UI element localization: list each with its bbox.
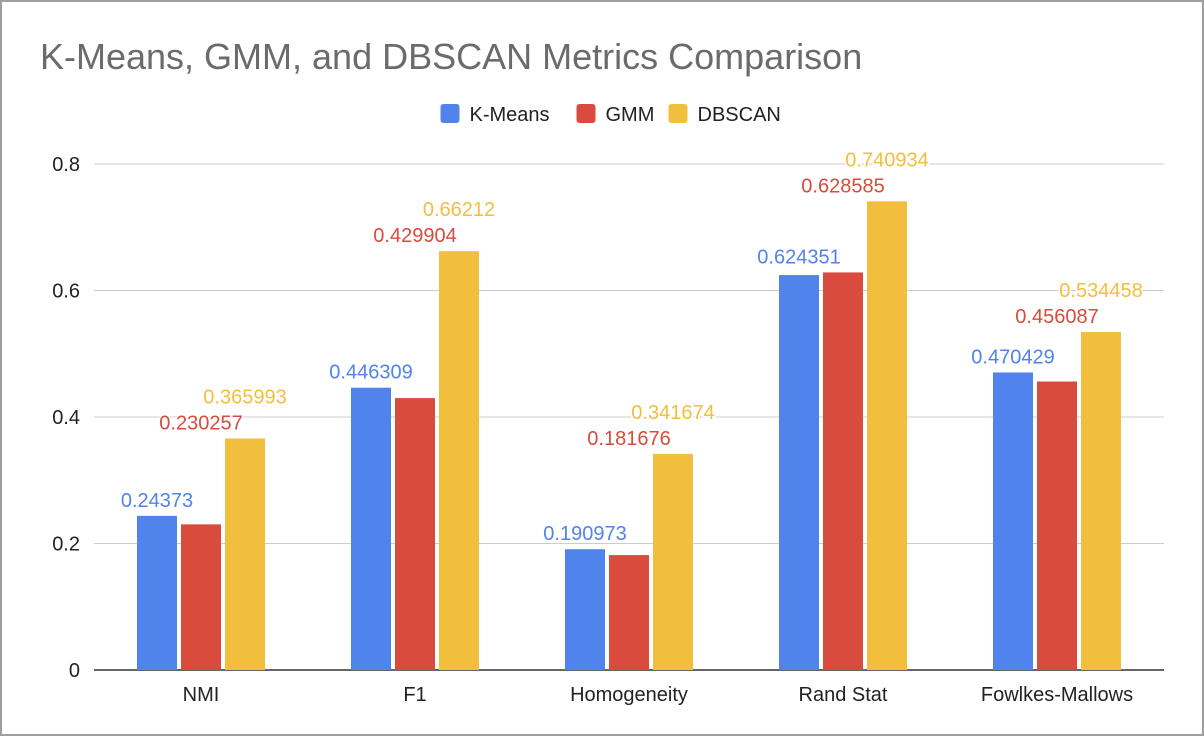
data-label-dbscan-nmi: 0.365993 bbox=[203, 387, 286, 409]
y-tick-label: 0 bbox=[69, 660, 80, 682]
bar-dbscan-f1 bbox=[439, 251, 479, 670]
data-label-k-means-f1: 0.446309 bbox=[329, 362, 412, 384]
bar-gmm-rand-stat bbox=[823, 272, 863, 670]
legend-label-gmm: GMM bbox=[606, 104, 655, 126]
bar-dbscan-fowlkes-mallows bbox=[1081, 331, 1121, 670]
bar-gmm-nmi bbox=[181, 524, 221, 670]
data-label-dbscan-rand-stat: 0.740934 bbox=[845, 149, 928, 171]
bar-k-means-fowlkes-mallows bbox=[993, 372, 1033, 670]
bar-k-means-nmi bbox=[137, 515, 177, 670]
x-tick-label: NMI bbox=[183, 684, 220, 706]
data-label-dbscan-fowlkes-mallows: 0.534458 bbox=[1059, 280, 1142, 302]
x-tick-label: Homogeneity bbox=[570, 684, 688, 706]
bar-gmm-fowlkes-mallows bbox=[1037, 381, 1077, 670]
bar-dbscan-nmi bbox=[225, 438, 265, 670]
y-tick-label: 0.2 bbox=[52, 534, 80, 556]
data-label-k-means-rand-stat: 0.624351 bbox=[757, 246, 840, 268]
x-tick-label: Fowlkes-Mallows bbox=[981, 684, 1133, 706]
bar-gmm-f1 bbox=[395, 398, 435, 670]
y-tick-label: 0.6 bbox=[52, 281, 80, 303]
bar-dbscan-homogeneity bbox=[653, 453, 693, 670]
y-tick-label: 0.8 bbox=[52, 154, 80, 176]
data-label-dbscan-homogeneity: 0.341674 bbox=[631, 402, 714, 424]
bar-dbscan-rand-stat bbox=[867, 201, 907, 670]
data-label-gmm-fowlkes-mallows: 0.456087 bbox=[1015, 306, 1098, 328]
bar-k-means-rand-stat bbox=[779, 275, 819, 670]
legend-swatch-gmm bbox=[576, 104, 596, 123]
bar-k-means-f1 bbox=[351, 387, 391, 670]
chart-title: K-Means, GMM, and DBSCAN Metrics Compari… bbox=[40, 36, 863, 77]
y-tick-label: 0.4 bbox=[52, 407, 80, 429]
data-label-gmm-homogeneity: 0.181676 bbox=[587, 428, 670, 450]
data-label-k-means-homogeneity: 0.190973 bbox=[543, 523, 626, 545]
data-label-gmm-rand-stat: 0.628585 bbox=[801, 175, 884, 197]
legend-swatch-dbscan bbox=[668, 104, 688, 123]
bar-gmm-homogeneity bbox=[609, 555, 649, 670]
data-label-gmm-nmi: 0.230257 bbox=[159, 413, 242, 435]
data-label-k-means-fowlkes-mallows: 0.470429 bbox=[971, 346, 1054, 368]
data-label-dbscan-f1: 0.66212 bbox=[423, 199, 495, 221]
x-tick-label: Rand Stat bbox=[799, 684, 888, 706]
legend-label-k-means: K-Means bbox=[470, 104, 550, 126]
legend-label-dbscan: DBSCAN bbox=[698, 104, 781, 126]
data-label-k-means-nmi: 0.24373 bbox=[121, 490, 193, 512]
data-label-gmm-f1: 0.429904 bbox=[373, 225, 456, 247]
legend-swatch-k-means bbox=[440, 104, 460, 123]
bar-k-means-homogeneity bbox=[565, 549, 605, 670]
x-tick-label: F1 bbox=[403, 684, 426, 706]
